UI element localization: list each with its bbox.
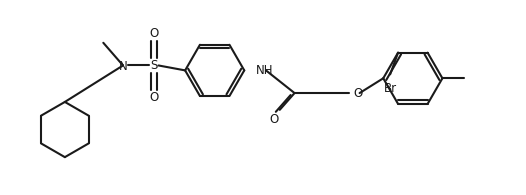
Text: S: S [150, 59, 157, 72]
Text: N: N [119, 60, 127, 73]
Text: O: O [149, 91, 158, 105]
Text: Br: Br [383, 82, 397, 95]
Text: O: O [149, 27, 158, 40]
Text: O: O [269, 113, 278, 126]
Text: NH: NH [256, 64, 274, 77]
Text: O: O [353, 87, 363, 100]
